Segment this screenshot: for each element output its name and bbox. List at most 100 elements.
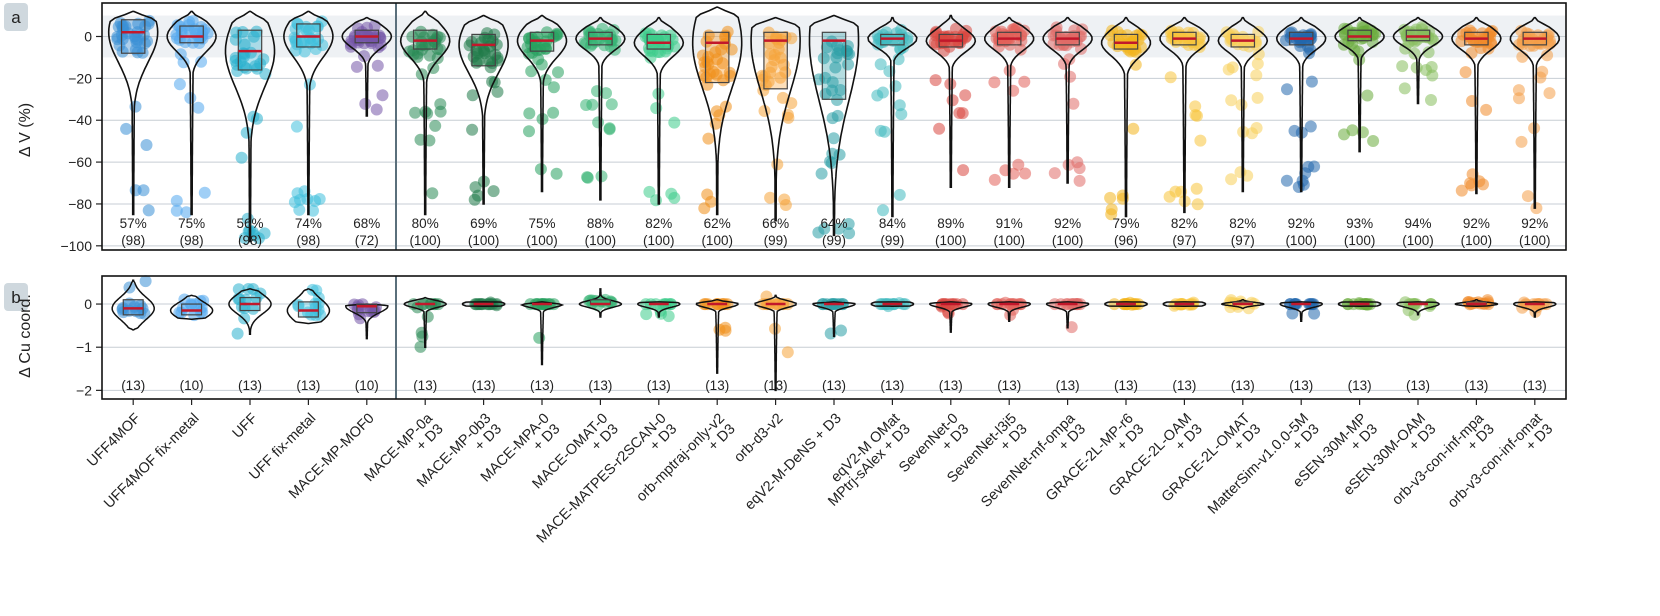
panel-a-ytick-label-5: −100 — [60, 238, 92, 254]
panel-a-point-grace-2l-oam-d3-27 — [1163, 190, 1176, 203]
panel-a-point-orb-mptraj-only-v2-d3-29 — [698, 202, 711, 215]
x-tick-label-line: orb-d3-v2 — [731, 411, 786, 466]
panel-a-point-mattersim-v1-0-0-5m-d3-18 — [1305, 75, 1318, 88]
panel-b-violin-grace-2l-oam-d3 — [1162, 301, 1207, 307]
panel-b-point-uff-4 — [231, 327, 244, 340]
panel-a-violin-esen-30m-oam-d3 — [1392, 16, 1444, 105]
panel-a-point-eqv2-m-dens-d3-20 — [829, 61, 842, 74]
panel-a-pct-orb-mptraj-only-v2-d3: 62% — [704, 216, 731, 231]
panel-a-point-uff4mof-fix-metal-25 — [195, 55, 208, 68]
panel-b-point-uff-5 — [247, 302, 260, 315]
panel-a-pct-sevennet-l3i5-d3: 91% — [996, 216, 1023, 231]
panel-a-count-orb-v3-con-inf-mpa-d3: (100) — [1461, 233, 1493, 248]
panel-a-point-orb-v3-con-inf-omat-d3-29 — [1515, 135, 1528, 148]
panel-b-violin-uff4mof-fix-metal — [169, 294, 214, 320]
panel-a-point-mace-omat-0-d3-23 — [607, 24, 620, 36]
panel-a-point-mace-omat-0-d3-32 — [586, 98, 599, 111]
panel-a-badge — [4, 3, 28, 31]
panel-a-point-uff-fix-metal-16 — [313, 193, 326, 205]
x-tick-label-line: UFF — [230, 410, 261, 441]
panel-a-point-sevennet-0-d3-23 — [959, 89, 972, 102]
panel-a-point-orb-d3-v2-26 — [764, 48, 777, 60]
panel-b-count-orb-d3-v2: (13) — [764, 378, 788, 393]
panel-a-point-eqv2-m-dens-d3-9 — [834, 84, 847, 96]
panel-b-point-mattersim-v1-0-0-5m-d3-10 — [1308, 307, 1321, 320]
panel-b-badge — [4, 283, 28, 311]
x-tick-label-line: MatterSim-v1.0.0-5M — [1205, 411, 1312, 518]
panel-a-point-uff4mof-fix-metal-31 — [174, 48, 187, 61]
panel-a-point-grace-2l-mp-r6-d3-18 — [1104, 191, 1117, 204]
panel-a-pct-grace-2l-mp-r6-d3: 79% — [1112, 216, 1139, 231]
panel-a-point-uff4mof-30 — [117, 20, 130, 33]
panel-a-pct-sevennet-mf-ompa-d3: 92% — [1054, 216, 1081, 231]
panel-b-violin-sevennet-0-d3 — [928, 301, 973, 333]
panel-a-violin-grace-2l-omat-d3 — [1217, 16, 1269, 193]
panel-a-point-mace-mpa-0-d3-10 — [550, 167, 563, 180]
panel-b-count-uff: (13) — [238, 378, 262, 393]
panel-b-point-uff4mof-2 — [139, 275, 152, 288]
panel-a-point-orb-mptraj-only-v2-d3-25 — [701, 188, 714, 201]
panel-a-pct-orb-d3-v2: 66% — [762, 216, 789, 231]
panel-b-ylabel: Δ Cu coord. — [17, 294, 34, 378]
panel-b-count-eqv2-m-omat-mptrj-salex-d3: (13) — [880, 378, 904, 393]
panel-a-point-eqv2-m-omat-mptrj-salex-d3-26 — [893, 188, 906, 201]
panel-b-count-orb-v3-con-inf-omat-d3: (13) — [1523, 378, 1547, 393]
panel-a-point-grace-2l-oam-d3-33 — [1189, 100, 1202, 113]
panel-a-point-orb-mptraj-only-v2-d3-27 — [711, 53, 723, 66]
panel-a-point-orb-v3-con-inf-omat-d3-31 — [1543, 87, 1556, 100]
panel-b-count-mace-omat-0-d3: (13) — [588, 378, 612, 393]
panel-a-point-grace-2l-oam-d3-32 — [1194, 134, 1207, 147]
panel-a-point-grace-2l-oam-d3-10 — [1164, 71, 1177, 84]
panel-a-point-grace-2l-omat-d3-27 — [1225, 94, 1238, 107]
panel-a-point-mace-omat-0-d3-26 — [581, 171, 594, 184]
panel-a-pct-mace-mp-0b3-d3: 69% — [470, 216, 497, 231]
panel-b-point-uff-2 — [232, 283, 245, 296]
panel-a-box-orb-d3-v2 — [763, 31, 788, 90]
panel-a-point-esen-30m-oam-d3-20 — [1422, 46, 1435, 59]
x-tick-label-line: UFF4MOF — [84, 410, 144, 470]
panel-a-point-orb-v3-con-inf-omat-d3-33 — [1531, 36, 1544, 49]
panel-b-violin-uff — [228, 288, 272, 336]
panel-a-point-eqv2-m-dens-d3-6 — [832, 222, 845, 235]
panel-a-point-grace-2l-omat-d3-30 — [1235, 36, 1247, 48]
panel-a-point-uff-30 — [230, 26, 243, 39]
panel-a-pct-orb-v3-con-inf-omat-d3: 92% — [1521, 216, 1548, 231]
panel-b-violin-uff4mof — [111, 279, 155, 331]
panel-a-point-grace-2l-omat-d3-32 — [1251, 57, 1264, 70]
panel-b-point-orb-mptraj-only-v2-d3-12 — [719, 324, 732, 337]
panel-b-point-uff-12 — [239, 293, 252, 306]
panel-a-count-mattersim-v1-0-0-5m-d3: (100) — [1285, 233, 1317, 248]
panel-b-count-mattersim-v1-0-0-5m-d3: (13) — [1289, 378, 1313, 393]
panel-a-point-orb-v3-con-inf-mpa-d3-12 — [1459, 66, 1472, 79]
panel-a-ytick-label-0: 0 — [84, 28, 92, 44]
panel-b-violin-uff-fix-metal — [286, 288, 331, 325]
panel-a-count-grace-2l-omat-d3: (97) — [1231, 233, 1255, 248]
panel-a-violin-mace-mp-0a-d3 — [399, 10, 451, 216]
panel-a-box-mace-mp-0b3-d3 — [471, 33, 496, 67]
panel-a-point-sevennet-l3i5-d3-4 — [1007, 84, 1020, 97]
panel-a-violin-uff4mof — [107, 10, 159, 216]
panel-a-plot: 0 −20 −40 −60 −80 −100 57% (98) 75% (98) 56% (98) 74… — [60, 2, 1567, 254]
panel-a-point-uff4mof-fix-metal-8 — [180, 206, 193, 219]
panel-a-point-sevennet-l3i5-d3-30 — [992, 40, 1005, 53]
panel-a-ytick-label-2: −40 — [68, 112, 92, 128]
panel-a-point-uff4mof-19 — [140, 139, 153, 151]
panel-b-violin-mace-mp-0a-d3 — [403, 296, 448, 348]
panel-b-violin-esen-30m-mp-d3 — [1337, 301, 1382, 307]
panel-a-point-orb-d3-v2-29 — [764, 66, 777, 79]
panel-a-point-mace-mpa-0-d3-22 — [525, 65, 538, 78]
panel-b-point-mattersim-v1-0-0-5m-d3-0 — [1286, 307, 1299, 320]
panel-b-point-uff-6 — [238, 312, 251, 325]
panel-a-violin-uff4mof-fix-metal — [166, 10, 217, 216]
panel-a-point-sevennet-0-d3-9 — [933, 122, 946, 135]
panel-b-count-sevennet-mf-ompa-d3: (13) — [1056, 378, 1080, 393]
panel-a-point-esen-30m-oam-d3-18 — [1408, 47, 1421, 60]
panel-b-count-mace-mp-mof0: (10) — [355, 378, 379, 393]
panel-b-point-grace-2l-mp-r6-d3-9 — [1108, 298, 1121, 311]
panel-a-ylabel: Δ V (%) — [17, 103, 34, 157]
panel-b-violin-mace-omat-0-d3 — [578, 288, 623, 318]
panel-a-point-mace-matpes-r2scan-0-d3-32 — [643, 185, 656, 198]
panel-a-violin-mace-omat-0-d3 — [575, 16, 626, 201]
panel-b-count-esen-30m-mp-d3: (13) — [1348, 378, 1372, 393]
panel-a-point-eqv2-m-omat-mptrj-salex-d3-10 — [889, 80, 902, 93]
